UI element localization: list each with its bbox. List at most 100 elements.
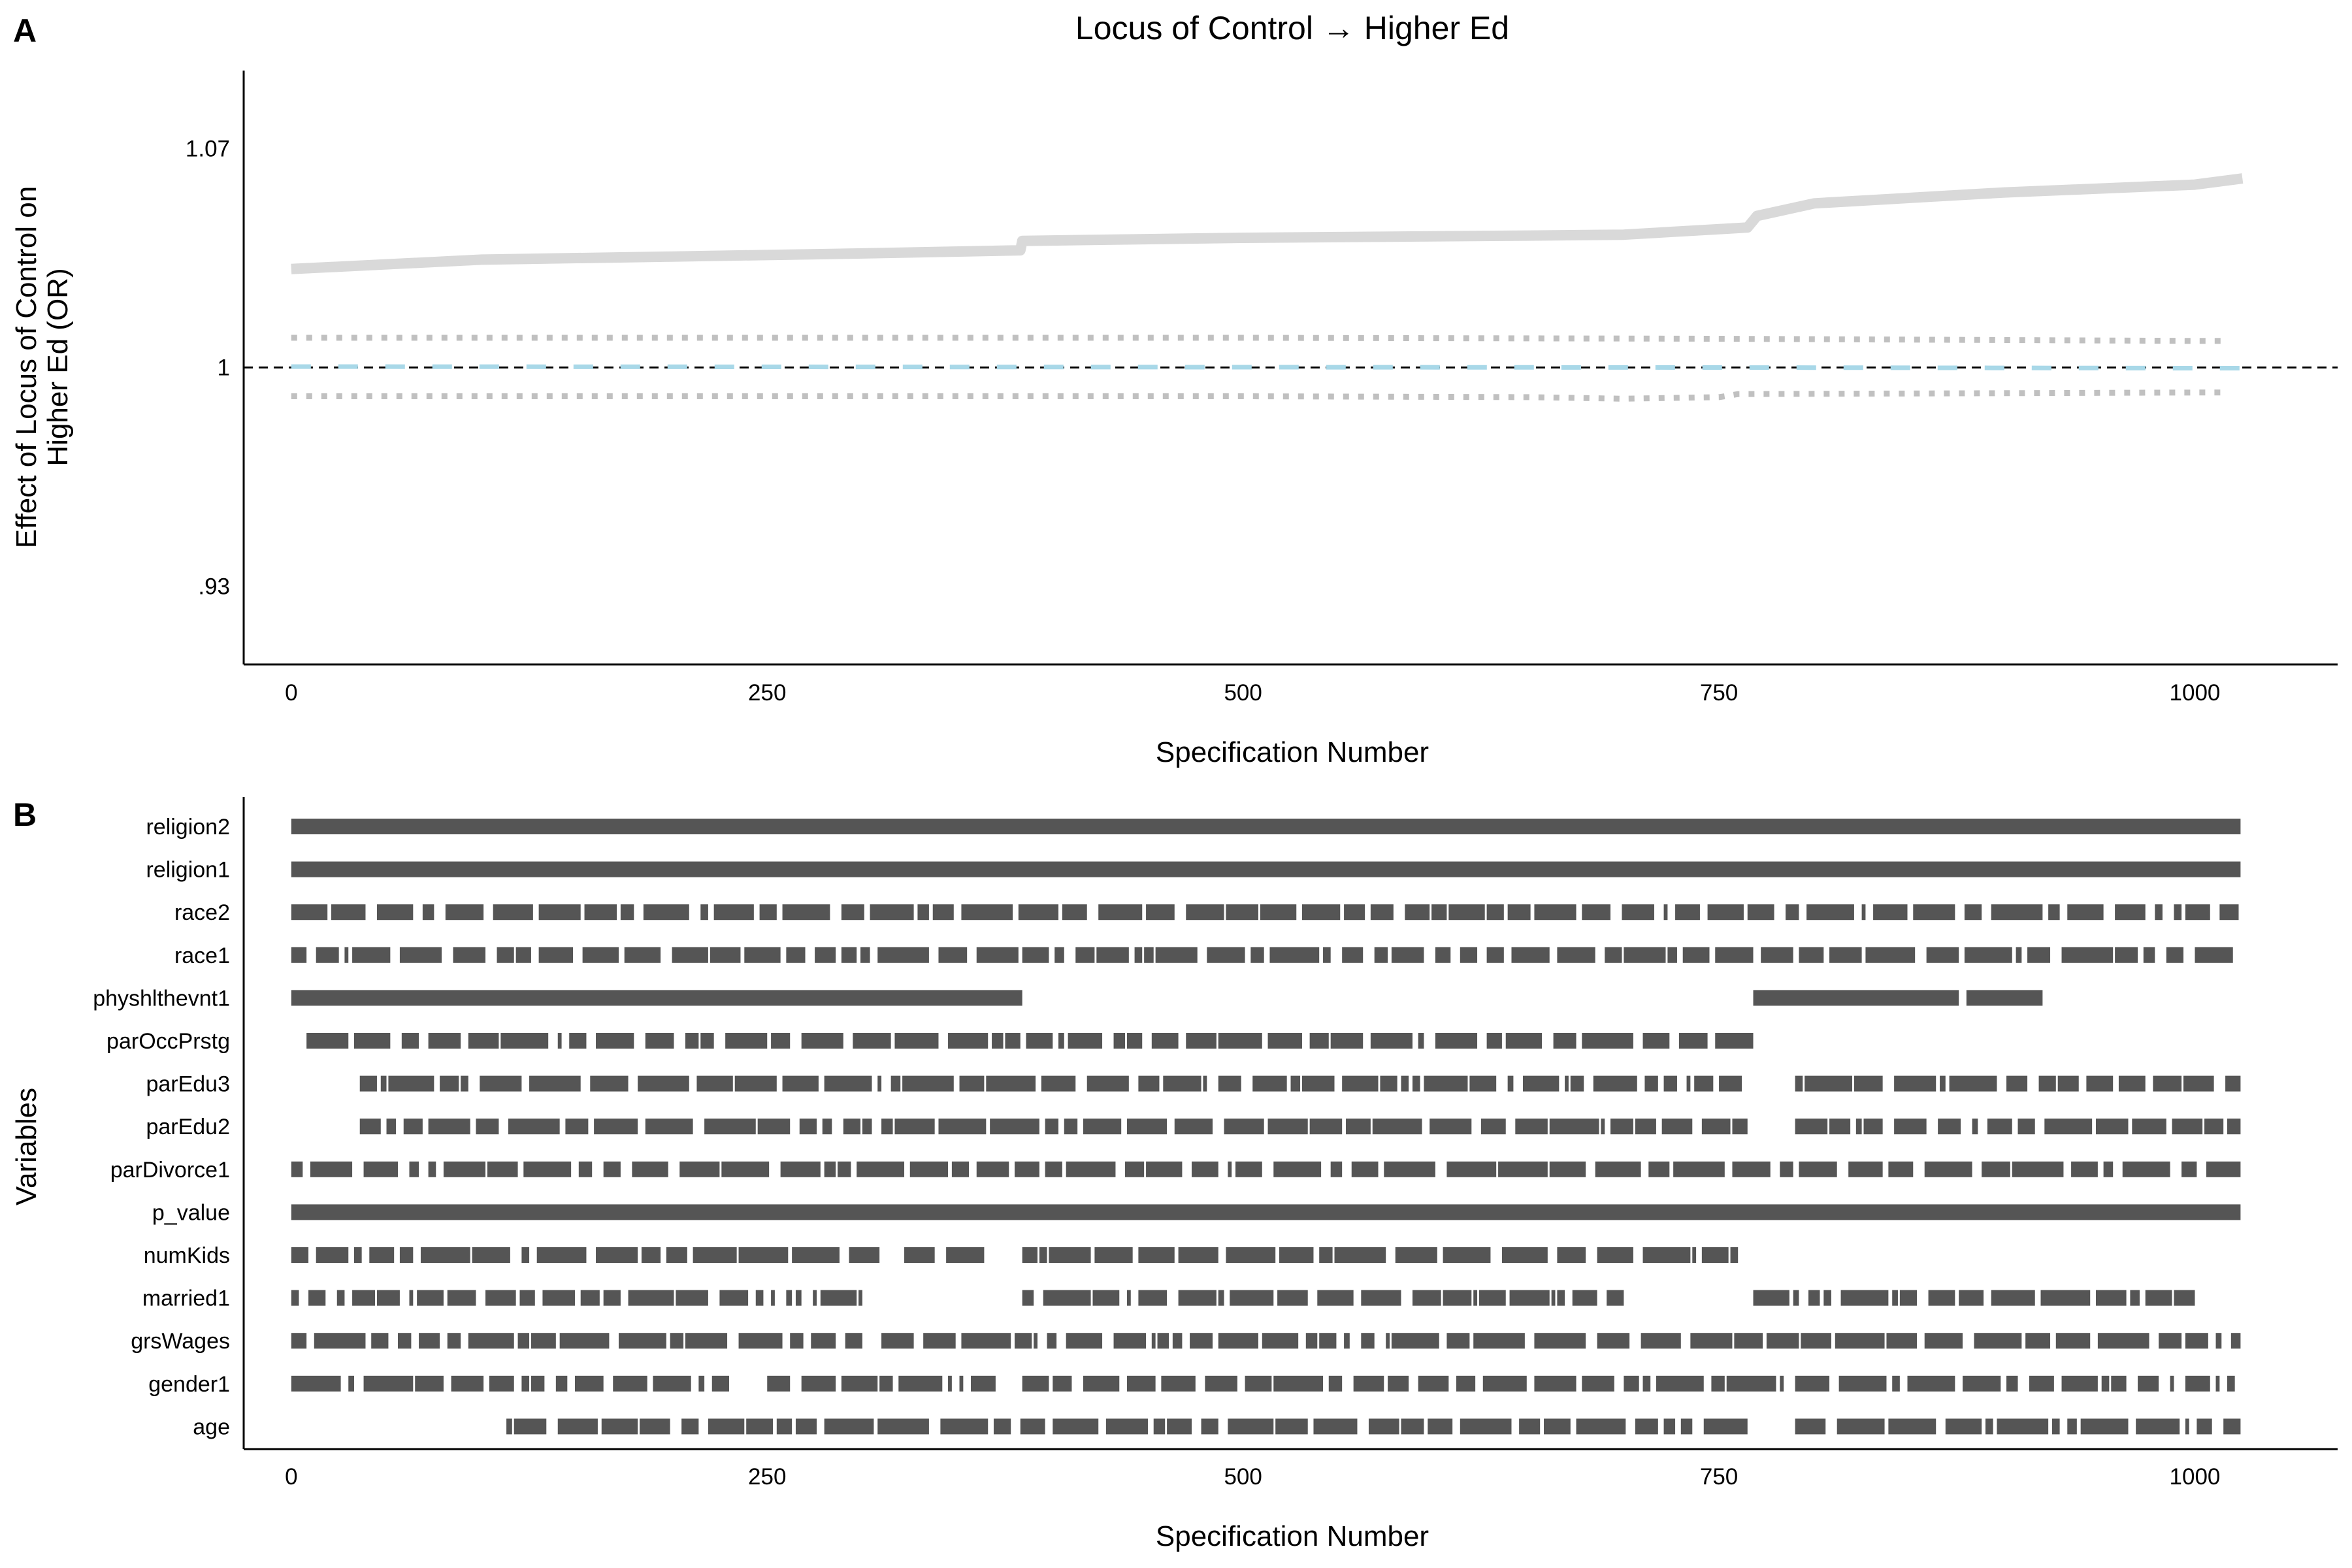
variable-label: religion1	[146, 858, 230, 883]
specification-mark-block	[1155, 947, 1198, 963]
specification-mark-block	[336, 1290, 345, 1306]
specification-mark-block	[1795, 1119, 1828, 1135]
specification-mark-block	[1167, 1418, 1192, 1435]
specification-mark-block	[2006, 1075, 2028, 1092]
specification-mark-block	[795, 1418, 817, 1435]
specification-mark-block	[624, 947, 661, 963]
specification-mark-block	[1126, 1290, 1131, 1306]
variable-label: religion2	[146, 815, 230, 840]
x-tick-label: 1000	[2170, 1464, 2221, 1490]
specification-mark-block	[1178, 1290, 1217, 1306]
specification-mark-block	[306, 1033, 349, 1049]
specification-mark-block	[704, 1119, 756, 1135]
specification-mark-block	[822, 1119, 832, 1135]
specification-mark-block	[1576, 1418, 1626, 1435]
specification-mark-block	[565, 1119, 589, 1135]
variable-label: grsWages	[131, 1329, 230, 1354]
specification-mark-block	[1344, 904, 1365, 921]
specification-mark-block	[1732, 1161, 1771, 1177]
specification-mark-block	[584, 904, 617, 921]
specification-mark-block	[1469, 1075, 1497, 1092]
x-tick-label: 0	[285, 680, 297, 706]
specification-mark-block	[1726, 1375, 1776, 1392]
specification-mark-block	[508, 1119, 560, 1135]
specification-mark-block	[1190, 1333, 1213, 1349]
specification-mark-block	[1873, 904, 1908, 921]
specification-mark-block	[1380, 1075, 1397, 1092]
specification-mark-block	[940, 1418, 988, 1435]
variable-row-pardivorce1: parDivorce1	[110, 1158, 2241, 1183]
specification-mark-block	[1262, 1333, 1299, 1349]
specification-mark-block	[1431, 904, 1447, 921]
specification-mark-block	[1648, 1161, 1670, 1177]
specification-mark-block	[451, 1375, 484, 1392]
specification-mark-block	[376, 1290, 400, 1306]
specification-mark-block	[992, 1033, 1004, 1049]
panel-a-x-axis-title: Specification Number	[1156, 736, 1429, 768]
specification-mark-block	[348, 1375, 354, 1392]
specification-mark-block	[1260, 904, 1297, 921]
specification-mark-block	[388, 1075, 434, 1092]
specification-mark-block	[1460, 947, 1478, 963]
y-tick-label: 1	[218, 355, 230, 381]
specification-mark-block	[1964, 947, 2012, 963]
specification-mark-block	[1250, 947, 1264, 963]
specification-mark-block	[557, 1033, 562, 1049]
specification-mark-block	[2183, 1075, 2214, 1092]
specification-mark-block	[1982, 1161, 2010, 1177]
panel-a-y-axis-title-line-2: Higher Ed (OR)	[42, 268, 74, 466]
specification-mark-block	[1855, 1119, 1862, 1135]
specification-mark-block	[1218, 1075, 1241, 1092]
specification-mark-block	[2006, 1375, 2018, 1392]
specification-mark-block	[1301, 904, 1341, 921]
specification-mark-block	[853, 1033, 891, 1049]
specification-mark-block	[993, 1418, 1011, 1435]
specification-mark-block	[801, 1375, 836, 1392]
specification-mark-block	[1985, 1418, 1993, 1435]
specification-mark-block	[1478, 1290, 1506, 1306]
specification-mark-block	[1448, 904, 1485, 921]
specification-mark-block	[1732, 1119, 1748, 1135]
specification-mark-block	[1022, 1375, 1049, 1392]
specification-mark-block	[476, 1119, 499, 1135]
specification-mark-block	[1401, 1418, 1424, 1435]
specification-mark-block	[1370, 1033, 1413, 1049]
specification-mark-block	[344, 947, 349, 963]
specification-mark-block	[1605, 947, 1622, 963]
specification-mark-block	[1290, 1075, 1301, 1092]
specification-mark-block	[1092, 1290, 1120, 1306]
specification-mark-block	[428, 1161, 436, 1177]
specification-mark-block	[401, 1033, 419, 1049]
variable-label: parEdu3	[146, 1072, 230, 1097]
specification-mark-block	[1443, 1290, 1472, 1306]
specification-mark-block	[1344, 1333, 1350, 1349]
specification-mark-block	[461, 1075, 468, 1092]
specification-mark-block	[2118, 1075, 2146, 1092]
specification-mark-block	[1498, 1161, 1548, 1177]
specification-mark-block	[713, 904, 754, 921]
specification-mark-block	[860, 947, 870, 963]
x-tick-label: 250	[748, 1464, 786, 1490]
specification-mark-block	[352, 1290, 376, 1306]
specification-mark-block	[1235, 1161, 1262, 1177]
specification-mark-block	[580, 1290, 600, 1306]
specification-mark-block	[841, 947, 857, 963]
specification-mark-block	[1330, 1033, 1364, 1049]
specification-mark-block	[1412, 1075, 1420, 1092]
specification-mark-block	[359, 1119, 381, 1135]
specification-mark-block	[1125, 1161, 1145, 1177]
specification-mark-block	[1386, 1333, 1390, 1349]
specification-mark-block	[2044, 1119, 2093, 1135]
specification-mark-block	[371, 1333, 389, 1349]
specification-mark-block	[2225, 1075, 2241, 1092]
specification-mark-block	[1205, 1375, 1237, 1392]
specification-mark-block	[2016, 947, 2022, 963]
specification-mark-block	[843, 1119, 861, 1135]
specification-mark-block	[542, 1290, 575, 1306]
variable-row-paredu2: parEdu2	[146, 1115, 2241, 1139]
specification-mark-block	[820, 1290, 857, 1306]
specification-mark-block	[782, 904, 830, 921]
specification-mark-block	[2166, 947, 2183, 963]
specification-mark-block	[531, 1375, 545, 1392]
specification-mark-block	[738, 1333, 783, 1349]
